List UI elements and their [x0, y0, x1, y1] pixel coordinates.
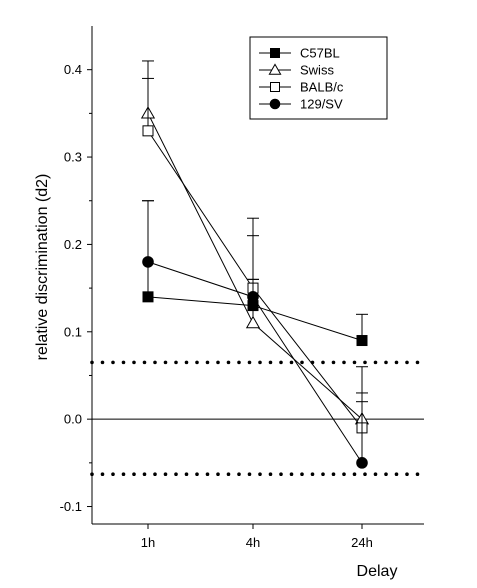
x-tick-label: 24h	[351, 535, 373, 550]
circle-filled-marker	[247, 291, 259, 303]
series-129-sv	[142, 200, 368, 469]
reference-lines	[90, 360, 426, 477]
square-filled-marker	[356, 335, 368, 347]
legend: C57BL Swiss BALB/c 129/SV	[249, 36, 388, 120]
legend-entry: C57BL	[259, 46, 340, 61]
y-tick-label: -0.1	[60, 499, 82, 514]
y-axis-title: relative discrimination (d2)	[34, 174, 51, 361]
x-tick-label: 4h	[246, 535, 260, 550]
legend-entry: 129/SV	[259, 97, 343, 112]
y-tick-label: 0.3	[64, 150, 82, 165]
legend-label: 129/SV	[300, 97, 343, 112]
y-tick-label: 0.0	[64, 412, 82, 427]
series-balb-c	[142, 77, 368, 434]
circle-filled-marker	[356, 457, 368, 469]
legend-entry: Swiss	[259, 63, 334, 78]
legend-label: BALB/c	[300, 80, 344, 95]
square-open-marker	[270, 82, 280, 92]
series-line	[147, 113, 363, 420]
legend-label: C57BL	[300, 46, 340, 61]
y-tick-label: 0.4	[64, 62, 82, 77]
x-axis-title: Delay	[357, 563, 398, 580]
triangle-open-marker	[245, 315, 261, 329]
square-filled-marker	[270, 48, 280, 58]
y-tick-label: 0.2	[64, 237, 82, 252]
circle-filled-marker	[269, 98, 281, 110]
y-tick-label: 0.1	[64, 324, 82, 339]
x-tick-label: 1h	[141, 535, 155, 550]
square-open-marker	[142, 125, 154, 137]
circle-filled-marker	[142, 256, 154, 268]
triangle-open-marker	[268, 63, 282, 75]
series-layer	[140, 60, 370, 469]
legend-entry: BALB/c	[259, 80, 344, 95]
axes: -0.1 0.0 0.1 0.2 0.3 0.4 1h 4h 24h	[60, 26, 424, 550]
legend-label: Swiss	[300, 63, 334, 78]
square-filled-marker	[142, 291, 154, 303]
